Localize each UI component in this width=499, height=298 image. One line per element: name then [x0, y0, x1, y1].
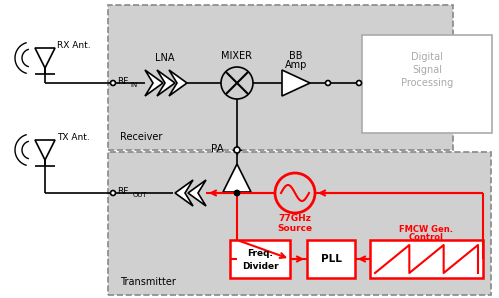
Text: TX Ant.: TX Ant.	[57, 134, 90, 142]
Circle shape	[325, 80, 330, 86]
Polygon shape	[157, 70, 175, 96]
Text: Transmitter: Transmitter	[120, 277, 176, 287]
Text: MIXER: MIXER	[222, 51, 252, 61]
Circle shape	[275, 173, 315, 213]
Circle shape	[356, 80, 361, 86]
Polygon shape	[282, 70, 310, 96]
Text: PLL: PLL	[320, 254, 341, 264]
Text: Freq.: Freq.	[247, 249, 273, 258]
Text: Control: Control	[409, 234, 444, 243]
Polygon shape	[223, 164, 251, 192]
Polygon shape	[145, 70, 163, 96]
Bar	[307, 240, 355, 278]
Bar	[362, 35, 492, 133]
Text: Signal: Signal	[412, 65, 442, 75]
Text: RF: RF	[117, 187, 128, 196]
Text: Source: Source	[277, 224, 312, 233]
Circle shape	[110, 190, 115, 195]
Circle shape	[110, 80, 115, 86]
Text: OUT: OUT	[133, 192, 148, 198]
Text: LNA: LNA	[155, 53, 175, 63]
Text: RF: RF	[117, 77, 128, 86]
Circle shape	[235, 190, 240, 195]
Text: PA: PA	[211, 144, 224, 154]
Text: RX Ant.: RX Ant.	[57, 41, 91, 50]
Text: IN: IN	[130, 82, 137, 88]
Bar	[108, 5, 453, 150]
Text: BB: BB	[289, 51, 303, 61]
Text: 77GHz: 77GHz	[278, 214, 311, 223]
Bar	[370, 240, 483, 278]
Text: Processing: Processing	[401, 78, 453, 88]
Polygon shape	[175, 180, 193, 206]
Polygon shape	[169, 70, 187, 96]
Bar	[230, 240, 290, 278]
Text: Receiver: Receiver	[120, 132, 162, 142]
Circle shape	[234, 147, 240, 153]
Circle shape	[235, 190, 240, 195]
Text: Digital: Digital	[411, 52, 443, 62]
Polygon shape	[188, 180, 206, 206]
Text: Amp: Amp	[285, 60, 307, 70]
Circle shape	[235, 190, 240, 195]
Text: FMCW Gen.: FMCW Gen.	[400, 226, 454, 235]
Text: Divider: Divider	[242, 262, 278, 271]
Bar	[108, 152, 491, 295]
Circle shape	[221, 67, 253, 99]
